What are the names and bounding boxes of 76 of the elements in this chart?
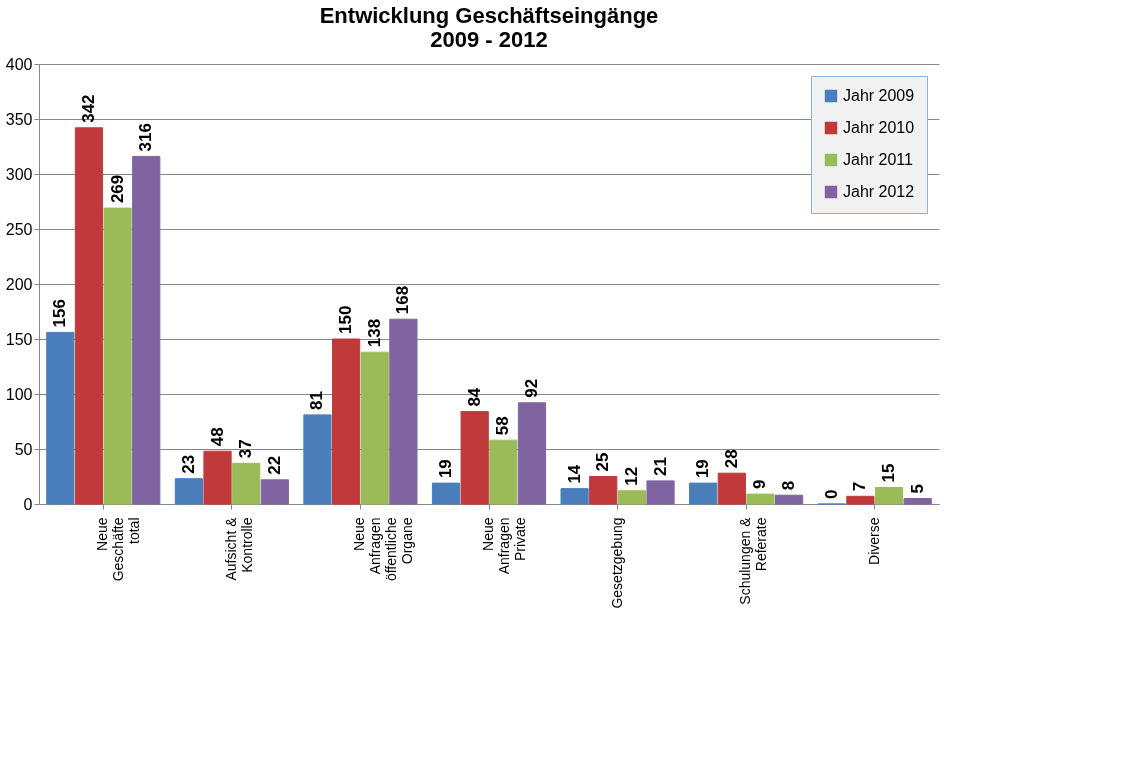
data-label: 0 xyxy=(821,489,841,499)
y-tick-label: 50 xyxy=(14,440,33,458)
bar xyxy=(303,414,332,505)
y-tick-label: 400 xyxy=(5,55,33,73)
bar xyxy=(260,479,289,505)
data-label: 7 xyxy=(850,481,870,492)
bar xyxy=(617,490,646,505)
bar xyxy=(103,207,132,505)
y-tick-label: 300 xyxy=(5,165,33,183)
x-tick-label: Neue Anfragen Private xyxy=(480,517,528,575)
data-label: 22 xyxy=(264,455,284,475)
bar xyxy=(46,331,75,505)
x-tick-label: Neue Anfragen öffentliche Organe xyxy=(351,517,416,582)
bar xyxy=(460,411,489,505)
data-label: 269 xyxy=(107,174,127,204)
legend-label: Jahr 2011 xyxy=(843,151,914,168)
bar xyxy=(717,472,746,505)
y-tick-label: 200 xyxy=(5,275,33,293)
data-label: 5 xyxy=(907,484,927,494)
data-label: 84 xyxy=(464,387,484,407)
data-label: 25 xyxy=(593,452,613,472)
data-label: 9 xyxy=(750,479,770,490)
legend-label: Jahr 2012 xyxy=(843,183,915,200)
legend-label: Jahr 2010 xyxy=(843,119,915,136)
y-tick-label: 350 xyxy=(5,110,33,128)
bar xyxy=(132,155,161,505)
data-label: 58 xyxy=(493,416,513,436)
bar xyxy=(332,338,361,505)
bar xyxy=(174,478,203,505)
data-label: 81 xyxy=(307,390,327,410)
bar xyxy=(431,482,461,505)
data-label: 342 xyxy=(78,94,98,123)
bar xyxy=(775,494,804,505)
data-label: 156 xyxy=(50,299,70,328)
data-label: 28 xyxy=(721,449,741,469)
bar xyxy=(689,482,718,505)
data-label: 168 xyxy=(393,285,413,315)
data-label: 37 xyxy=(236,439,256,459)
bar xyxy=(203,450,232,505)
bar xyxy=(746,493,775,505)
data-label: 92 xyxy=(521,378,541,398)
data-label: 316 xyxy=(136,123,156,152)
bar xyxy=(903,498,932,505)
bar xyxy=(489,439,518,505)
x-tick-label: Aufsicht & Kontrolle xyxy=(222,516,255,581)
bar xyxy=(589,476,618,505)
data-label: 150 xyxy=(336,305,356,334)
data-label: 12 xyxy=(621,466,641,486)
data-label: 138 xyxy=(364,318,384,348)
legend-label: Jahr 2009 xyxy=(843,87,915,104)
data-label: 8 xyxy=(779,480,799,491)
data-label: 23 xyxy=(178,454,198,474)
x-tick-label: Neue Geschäfte total xyxy=(94,517,143,582)
bar xyxy=(560,488,589,505)
y-tick-label: 0 xyxy=(23,495,33,513)
data-label: 15 xyxy=(879,463,899,483)
bar xyxy=(846,495,875,505)
y-tick-label: 250 xyxy=(5,220,33,238)
data-label: 21 xyxy=(650,456,670,476)
y-tick-label: 100 xyxy=(5,385,33,403)
bar xyxy=(517,402,547,505)
data-label: 48 xyxy=(207,427,227,447)
bar xyxy=(232,462,261,505)
y-tick-label: 150 xyxy=(5,330,33,348)
x-tick-label: Diverse xyxy=(865,517,882,565)
chart-title: Entwicklung Geschäftseingänge 2009 - 2012 xyxy=(319,3,659,52)
x-tick-label: Schulungen & Referate xyxy=(737,516,770,605)
data-label: 19 xyxy=(693,459,713,479)
bar xyxy=(874,487,904,505)
bar xyxy=(389,318,418,505)
data-label: 19 xyxy=(436,459,456,479)
x-tick-label: Gesetzgebung xyxy=(608,517,625,609)
bar xyxy=(646,480,675,505)
bar xyxy=(360,351,389,505)
bar xyxy=(74,127,104,505)
data-label: 14 xyxy=(564,464,584,484)
